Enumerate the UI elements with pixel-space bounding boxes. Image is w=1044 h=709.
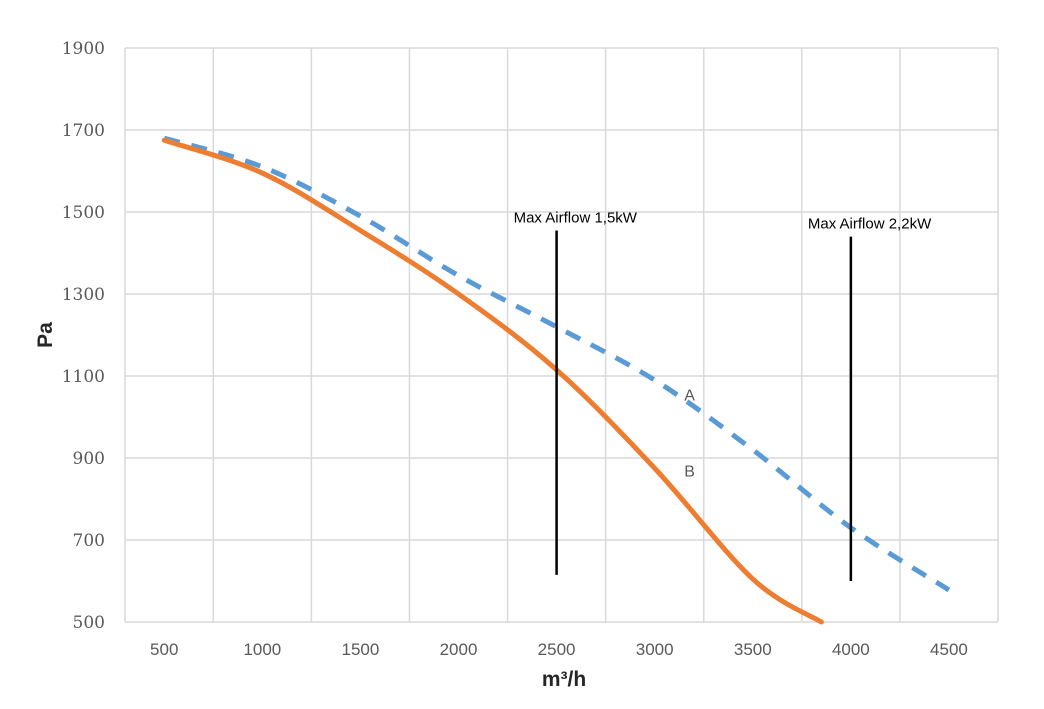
x-tick-label: 4000 <box>832 640 870 659</box>
y-tick-label: 1300 <box>62 285 105 305</box>
annotations: Max Airflow 1,5kW Max Airflow 2,2kW <box>514 209 932 581</box>
y-axis-title: Pa <box>34 322 57 348</box>
x-axis-ticks: 500 1000 1500 2000 2500 3000 3500 4000 4500 <box>150 640 968 659</box>
annotation-label: Max Airflow 1,5kW <box>514 209 638 226</box>
y-tick-label: 1700 <box>62 121 105 141</box>
y-axis-ticks: 500 700 900 1100 1300 1500 1700 1900 <box>62 39 105 633</box>
y-tick-label: 700 <box>73 531 105 551</box>
x-tick-label: 500 <box>150 640 178 659</box>
annotation-label: Max Airflow 2,2kW <box>808 216 932 233</box>
x-tick-label: 2000 <box>440 640 478 659</box>
x-tick-label: 3500 <box>734 640 772 659</box>
y-tick-label: 1100 <box>62 367 105 387</box>
series-line-a <box>163 135 951 593</box>
series-line-b <box>161 137 824 625</box>
series-lines: AB <box>161 135 951 625</box>
x-tick-label: 4500 <box>930 640 968 659</box>
x-axis-title: m³/h <box>542 668 586 691</box>
x-tick-label: 1500 <box>342 640 380 659</box>
x-tick-label: 1000 <box>243 640 281 659</box>
y-tick-label: 900 <box>73 449 105 469</box>
series-label-a: A <box>684 388 695 405</box>
grid <box>124 47 999 623</box>
y-tick-label: 1900 <box>62 39 105 59</box>
y-tick-label: 1500 <box>62 203 105 223</box>
x-tick-label: 3000 <box>636 640 674 659</box>
y-tick-label: 500 <box>73 613 105 633</box>
series-label-b: B <box>684 463 695 480</box>
x-tick-label: 2500 <box>538 640 576 659</box>
